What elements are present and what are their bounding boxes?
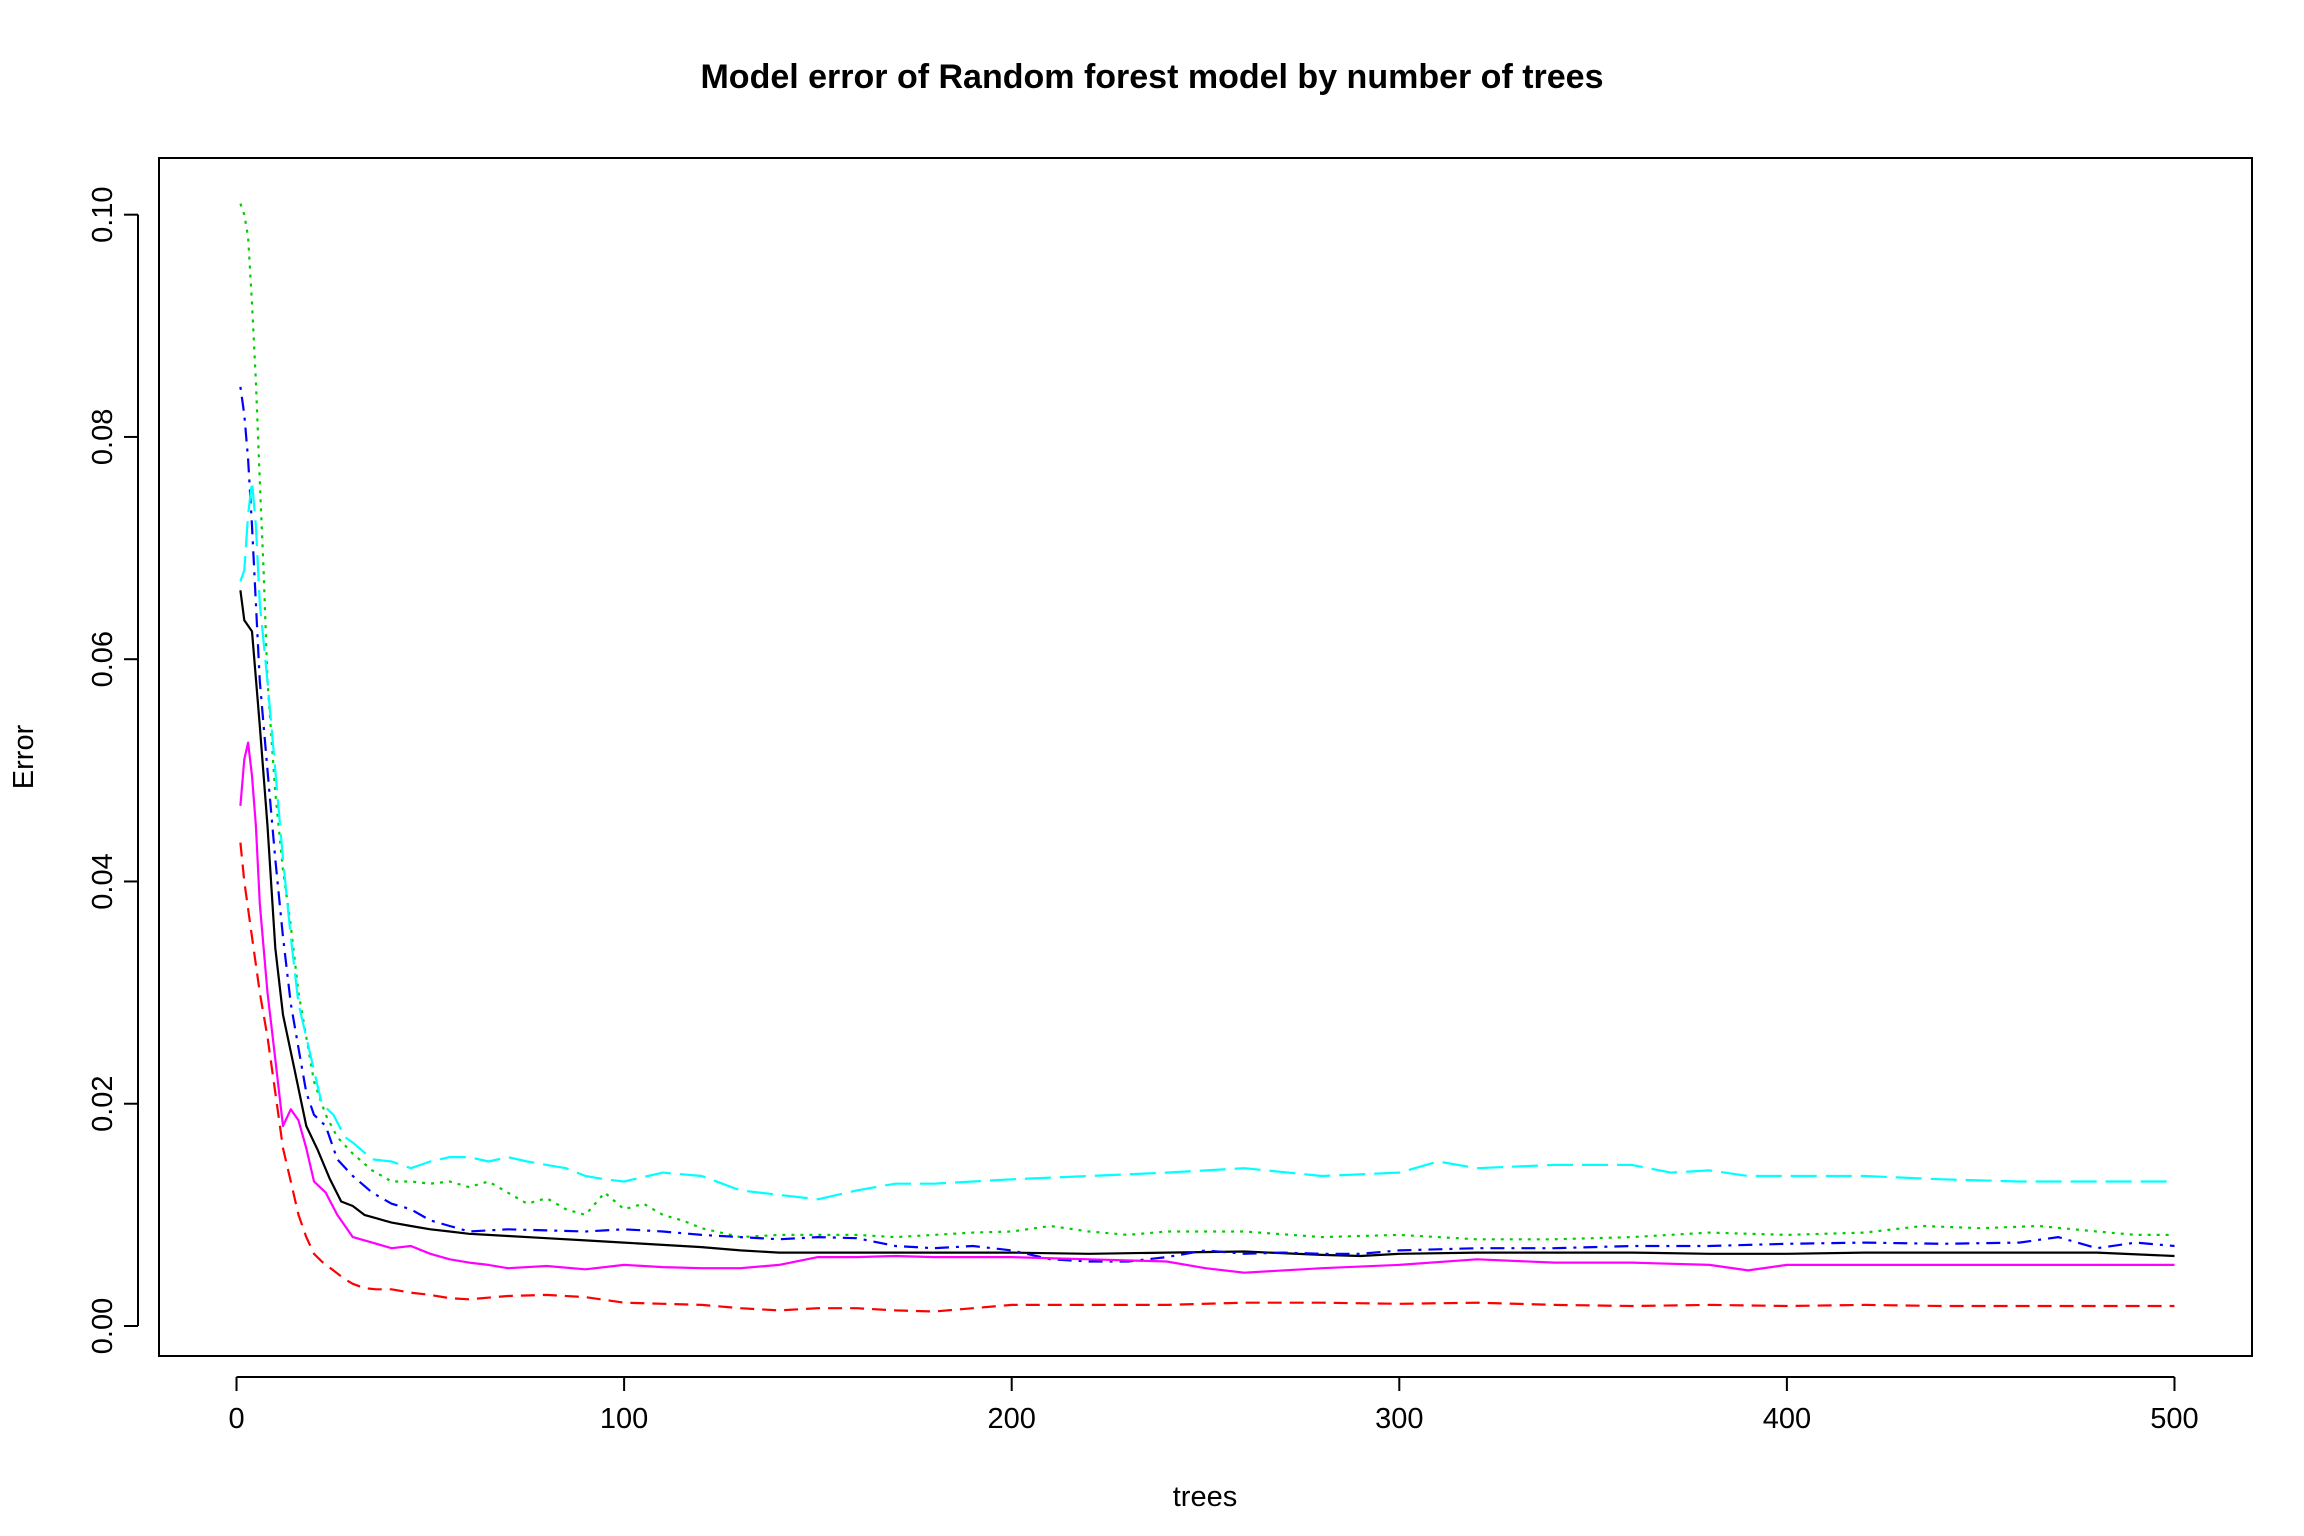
x-axis: 0 100 200 300 400 500: [228, 1376, 2199, 1435]
x-tick-label: 100: [600, 1403, 648, 1435]
y-tick-label: 0.06: [87, 631, 119, 687]
series-line-2: [239, 842, 2175, 1313]
y-tick-label: 0.04: [87, 853, 119, 909]
series-line-6: [239, 741, 2175, 1274]
y-tick-label: 0.02: [87, 1075, 119, 1131]
x-tick-label: 400: [1763, 1403, 1811, 1435]
x-tick-label: 500: [2150, 1403, 2198, 1435]
series-line-4: [239, 386, 2175, 1263]
y-tick-label: 0.00: [87, 1298, 119, 1354]
chart-title: Model error of Random forest model by nu…: [700, 58, 1604, 96]
y-axis: 0.00 0.02 0.04 0.06 0.08 0.10: [87, 186, 139, 1354]
x-axis-title: trees: [1173, 1481, 1237, 1513]
y-tick-label: 0.08: [87, 409, 119, 465]
series-line-5: [239, 480, 2175, 1201]
series-layer: [239, 203, 2175, 1313]
x-tick-label: 0: [228, 1403, 244, 1435]
y-tick-label: 0.10: [87, 186, 119, 242]
y-axis-title: Error: [8, 724, 40, 789]
series-line-1: [239, 590, 2175, 1258]
x-tick-label: 200: [988, 1403, 1036, 1435]
x-tick-label: 300: [1375, 1403, 1423, 1435]
plot-frame: [158, 157, 2253, 1357]
series-line-3: [239, 203, 2175, 1241]
